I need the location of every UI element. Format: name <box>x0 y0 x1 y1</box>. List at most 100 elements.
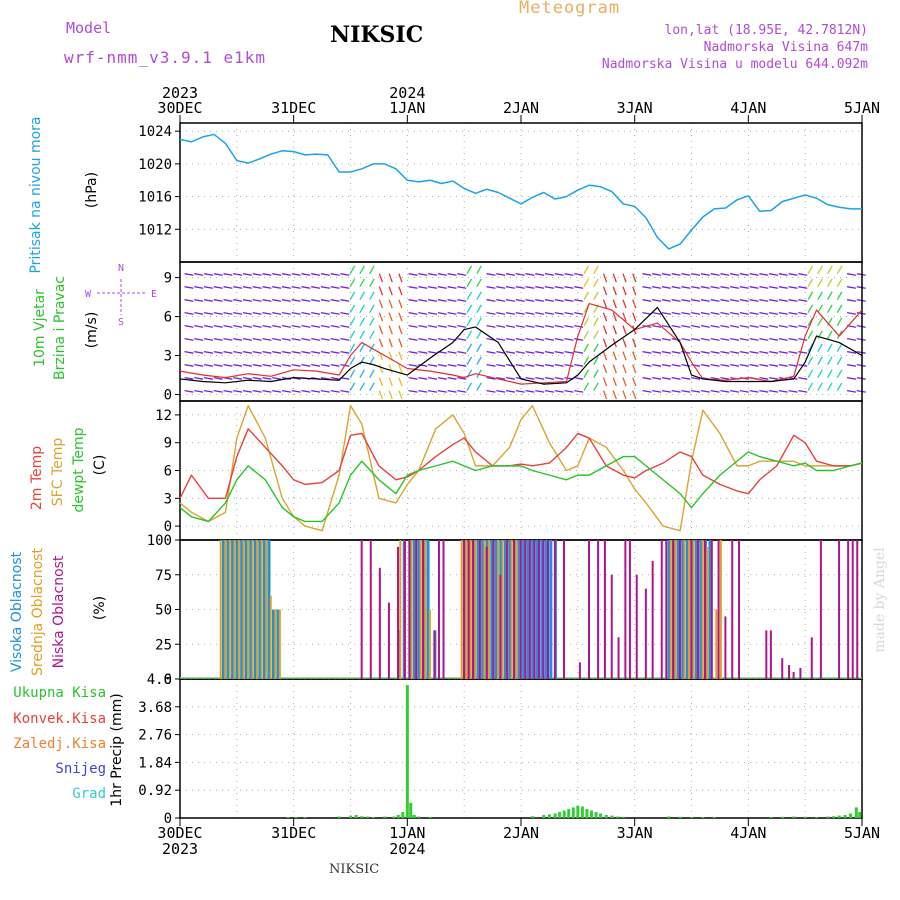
low-cloud-bar <box>678 540 681 679</box>
wind-arrow <box>759 312 769 315</box>
wind-arrow <box>798 273 808 276</box>
wind-arrow <box>671 299 681 302</box>
wind-arrow <box>739 325 749 328</box>
wind-arrow <box>291 338 301 341</box>
high-cloud-bar <box>694 540 698 679</box>
gust-line <box>179 302 863 385</box>
wind-arrow <box>233 325 243 328</box>
precip-total-bar <box>349 815 352 818</box>
wind-arrow <box>349 265 356 275</box>
wind-arrow <box>681 363 691 367</box>
x-tick-label: 31DEC <box>271 99 316 117</box>
precip-snow-label: Snijeg <box>55 761 106 777</box>
wind-arrow <box>544 338 555 341</box>
high-cloud-bar <box>494 540 498 679</box>
wind-arrow <box>535 312 545 315</box>
low-cloud-bar <box>442 540 445 679</box>
wind-arrow <box>769 338 779 341</box>
wind-arrow <box>769 286 779 289</box>
wind-arrow <box>632 377 637 387</box>
low-cloud-bar <box>617 637 620 679</box>
high-cloud-bar <box>508 540 512 679</box>
mid-cloud-bar <box>233 540 236 679</box>
low-cloud-bar <box>769 630 772 679</box>
wind-arrow <box>447 286 457 289</box>
low-cloud-bar <box>403 540 406 679</box>
wind-arrow <box>330 363 340 367</box>
wind-arrow <box>554 338 564 341</box>
wind-arrow <box>213 338 223 341</box>
precip-total-bar <box>530 816 534 818</box>
wind-arrow <box>242 350 252 354</box>
wind-arrow <box>525 338 535 341</box>
wind-arrow <box>798 376 808 380</box>
wind-arrow <box>671 325 681 328</box>
wind-arrow <box>378 325 384 335</box>
wind-arrow <box>388 338 393 348</box>
wind-arrow <box>602 325 608 335</box>
wind-arrow <box>788 325 798 328</box>
wind-arrow <box>301 325 311 328</box>
wind-arrow <box>223 389 233 393</box>
wind-arrow <box>681 286 691 289</box>
wind-arrow <box>535 273 545 276</box>
wind-arrow <box>457 363 467 367</box>
mid-cloud-bar <box>260 540 263 679</box>
precip-total-bar <box>412 814 416 818</box>
high-cloud-bar <box>531 540 535 679</box>
low-cloud-bar <box>597 540 600 679</box>
wind-arrow <box>252 286 262 289</box>
precip-freezing-label: Zaledj.Kisa <box>13 736 106 752</box>
wind-arrow <box>749 325 759 328</box>
wind-arrow <box>681 273 691 276</box>
wind-arrow <box>574 350 584 354</box>
wind-arrow <box>359 265 365 275</box>
wind-arrow <box>632 312 637 322</box>
wind-arrow <box>749 350 759 354</box>
low-cloud-bar <box>547 540 550 679</box>
precip-total-bar <box>553 813 557 818</box>
wind-arrow <box>203 312 214 315</box>
wind-arrow <box>564 299 574 302</box>
wind-arrow <box>817 304 823 313</box>
wind-arrow <box>457 299 467 302</box>
wind-arrow <box>301 286 311 289</box>
wind-arrow <box>554 389 564 393</box>
wind-arrow <box>223 286 233 289</box>
wind-arrow <box>252 363 262 367</box>
precip-total-bar <box>417 816 421 818</box>
wind-arrow <box>272 363 282 367</box>
wind-arrow <box>583 356 590 365</box>
wind-arrow <box>554 363 564 367</box>
wind-arrow <box>233 338 243 341</box>
wind-arrow <box>622 338 627 348</box>
wind-arrow <box>525 363 535 367</box>
wind-arrow <box>769 325 779 328</box>
precip-total-bar <box>360 816 364 818</box>
wind-arrow <box>349 291 356 300</box>
wind-arrow <box>632 299 637 309</box>
wind-arrow <box>827 278 833 288</box>
wind-arrow <box>447 312 457 315</box>
wind-arrow <box>398 299 403 309</box>
wind-arrow <box>856 350 866 354</box>
mid-cloud-bar <box>242 540 245 679</box>
wind-arrow <box>788 363 798 367</box>
wind-arrow <box>583 317 590 326</box>
wind-arrow <box>769 363 779 367</box>
wind-arrow <box>369 317 375 326</box>
wind-arrow <box>515 389 525 393</box>
y-tick-label: 75 <box>155 568 172 584</box>
y-tick-label: 6 <box>164 464 172 480</box>
compass-s-label: S <box>118 317 124 328</box>
precip-total-bar <box>392 816 396 818</box>
wind-arrow <box>213 363 223 367</box>
low-cloud-bar <box>360 540 363 679</box>
precip-total-bar <box>337 816 341 818</box>
low-cloud-bar <box>478 540 481 679</box>
wind-arrow <box>359 304 365 313</box>
y-tick-label: 3 <box>164 349 172 365</box>
precip-total-bar <box>542 814 546 818</box>
wind-arrow <box>535 350 545 354</box>
wind-arrow <box>311 312 321 315</box>
